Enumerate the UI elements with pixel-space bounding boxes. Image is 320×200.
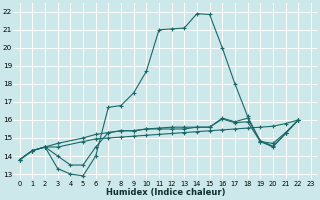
X-axis label: Humidex (Indice chaleur): Humidex (Indice chaleur) (106, 188, 225, 197)
